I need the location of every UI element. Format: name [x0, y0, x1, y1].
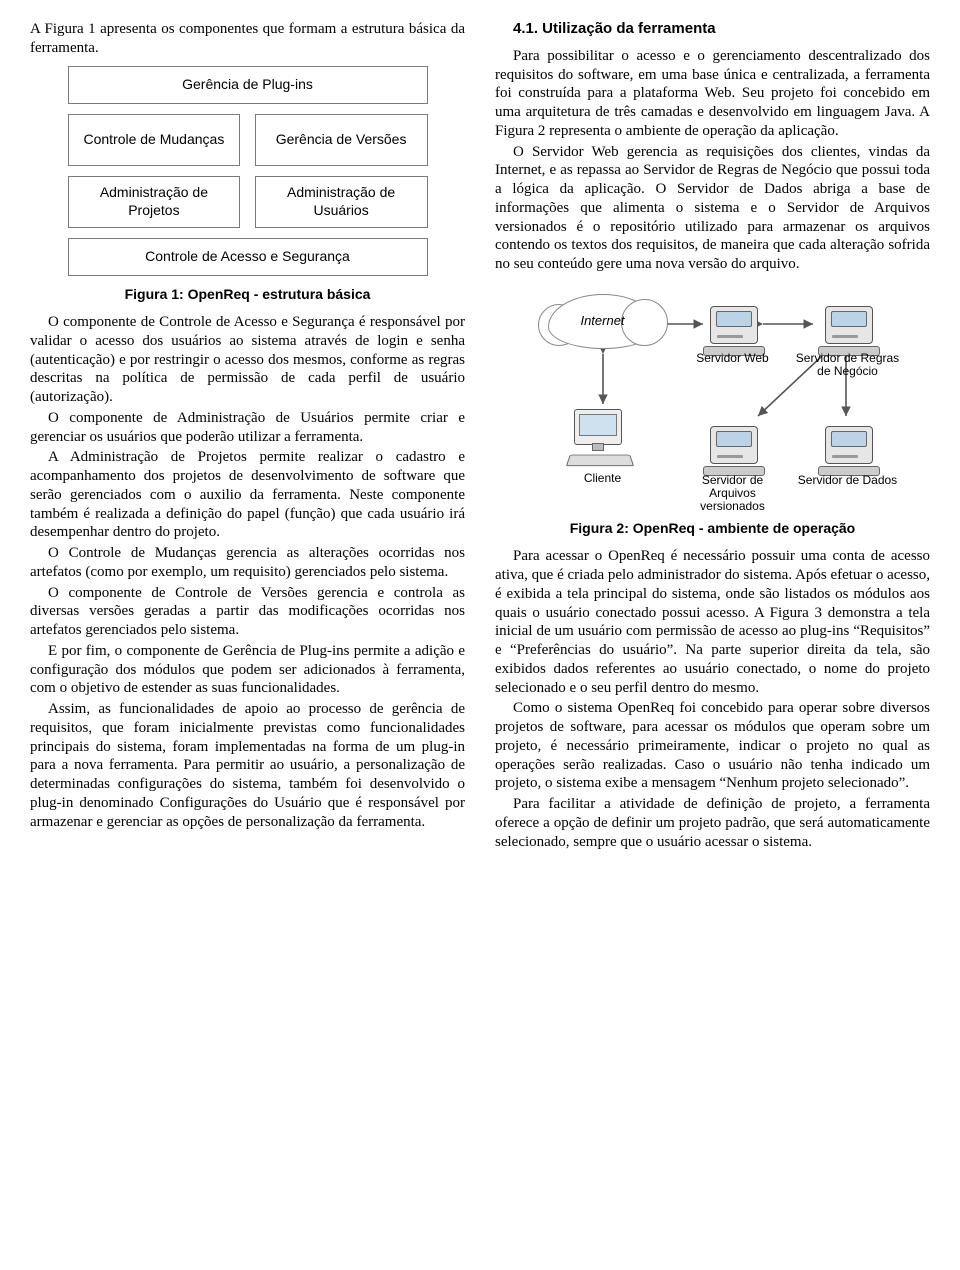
intro-paragraph: A Figura 1 apresenta os componentes que …	[30, 20, 465, 58]
server-icon	[818, 302, 878, 352]
fig1-box-versoes: Gerência de Versões	[255, 114, 428, 166]
section-heading: 4.1. Utilização da ferramenta	[495, 20, 930, 39]
cloud-label: Internet	[548, 294, 658, 349]
body-paragraph: O componente de Controle de Versões gere…	[30, 584, 465, 640]
fig1-box-mudancas: Controle de Mudanças	[68, 114, 241, 166]
body-paragraph: Como o sistema OpenReq foi concebido par…	[495, 699, 930, 793]
figure-1-caption: Figura 1: OpenReq - estrutura básica	[30, 286, 465, 304]
body-paragraph: A Administração de Projetos permite real…	[30, 448, 465, 542]
server-icon	[818, 422, 878, 472]
server-web-label: Servidor Web	[678, 352, 788, 365]
body-paragraph: E por fim, o componente de Gerência de P…	[30, 642, 465, 698]
fig1-box-usuarios: Administração de Usuários	[255, 176, 428, 228]
server-regras-label: Servidor de Regras de Negócio	[793, 352, 903, 378]
body-paragraph: O componente de Administração de Usuário…	[30, 409, 465, 447]
cliente-label: Cliente	[548, 472, 658, 485]
server-arq-label: Servidor de Arquivos versionados	[678, 474, 788, 514]
figure-1-diagram: Gerência de Plug-ins Controle de Mudança…	[68, 66, 428, 276]
fig1-box-plugins: Gerência de Plug-ins	[68, 66, 428, 104]
page-columns: A Figura 1 apresenta os componentes que …	[30, 20, 930, 851]
body-paragraph: O Controle de Mudanças gerencia as alter…	[30, 544, 465, 582]
cloud-icon: Internet	[548, 294, 658, 349]
figure-2-caption: Figura 2: OpenReq - ambiente de operação	[495, 520, 930, 538]
body-paragraph: O Servidor Web gerencia as requisições d…	[495, 143, 930, 274]
server-icon	[703, 302, 763, 352]
body-paragraph: Para possibilitar o acesso e o gerenciam…	[495, 47, 930, 141]
server-dados-label: Servidor de Dados	[793, 474, 903, 487]
figure-2-diagram: Internet Servidor Web Servidor de Regras…	[528, 284, 898, 514]
body-paragraph: O componente de Controle de Acesso e Seg…	[30, 313, 465, 407]
client-pc-icon	[568, 409, 638, 469]
fig1-box-projetos: Administração de Projetos	[68, 176, 241, 228]
body-paragraph: Para acessar o OpenReq é necessário poss…	[495, 547, 930, 697]
body-paragraph: Para facilitar a atividade de definição …	[495, 795, 930, 851]
server-icon	[703, 422, 763, 472]
body-paragraph: Assim, as funcionalidades de apoio ao pr…	[30, 700, 465, 831]
fig1-box-acesso: Controle de Acesso e Segurança	[68, 238, 428, 276]
